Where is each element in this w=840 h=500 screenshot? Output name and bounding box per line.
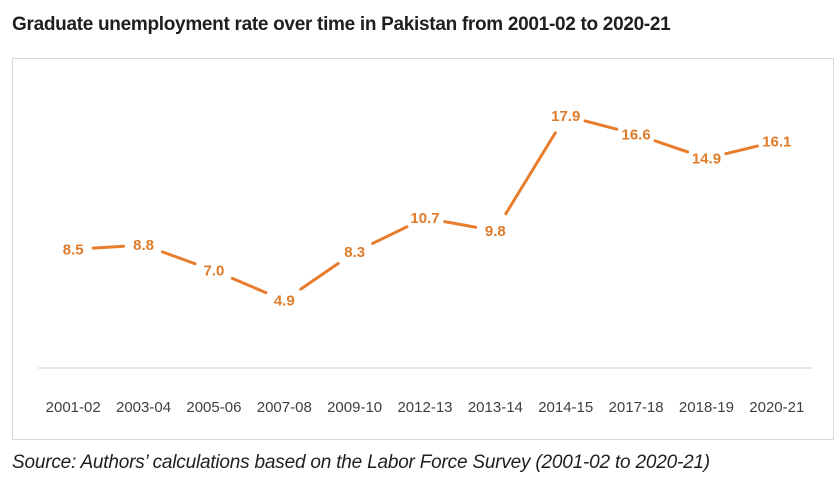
x-tick-label: 2003-04 xyxy=(116,399,171,416)
x-tick-label: 2020-21 xyxy=(749,399,804,416)
x-tick-label: 2005-06 xyxy=(186,399,241,416)
series-line-segment xyxy=(91,244,126,250)
series-line-segment xyxy=(724,144,759,156)
data-label: 16.1 xyxy=(762,133,791,150)
x-tick-label: 2001-02 xyxy=(46,399,101,416)
series-line-segment xyxy=(299,261,340,291)
source-note: Source: Authors’ calculations based on t… xyxy=(12,452,710,473)
series-line-segment xyxy=(504,131,557,216)
x-tick-label: 2009-10 xyxy=(327,399,382,416)
data-label: 8.8 xyxy=(133,237,154,254)
series-line-segment xyxy=(160,250,197,266)
x-tick-label: 2018-19 xyxy=(679,399,734,416)
data-label: 17.9 xyxy=(551,108,580,125)
x-tick-label: 2012-13 xyxy=(397,399,452,416)
data-label: 7.0 xyxy=(203,263,224,280)
x-tick-label: 2007-08 xyxy=(257,399,312,416)
chart-area xyxy=(12,58,834,440)
chart-title: Graduate unemployment rate over time in … xyxy=(12,14,671,35)
series-line-segment xyxy=(371,225,409,245)
data-label: 8.3 xyxy=(344,244,365,261)
series-line-segment xyxy=(583,119,619,131)
data-label: 8.5 xyxy=(63,241,84,258)
data-label: 14.9 xyxy=(692,150,721,167)
x-tick-label: 2017-18 xyxy=(609,399,664,416)
series-line-segment xyxy=(443,220,478,229)
series-line-segment xyxy=(230,276,268,295)
x-tick-label: 2014-15 xyxy=(538,399,593,416)
data-label: 4.9 xyxy=(274,292,295,309)
x-tick-label: 2013-14 xyxy=(468,399,523,416)
series-line-segment xyxy=(653,139,690,154)
data-label: 10.7 xyxy=(410,210,439,227)
data-label: 16.6 xyxy=(621,126,650,143)
data-label: 9.8 xyxy=(485,223,506,240)
